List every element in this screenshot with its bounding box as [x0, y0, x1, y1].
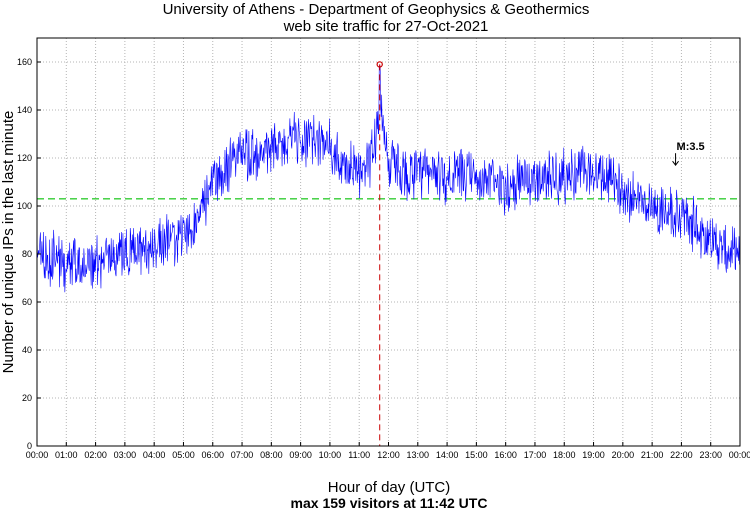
y-tick-label: 40	[22, 345, 32, 355]
y-tick-label: 140	[17, 105, 32, 115]
y-tick-label: 0	[27, 441, 32, 451]
x-tick-label: 18:00	[553, 450, 576, 460]
x-tick-label: 09:00	[289, 450, 312, 460]
x-tick-label: 06:00	[201, 450, 224, 460]
x-tick-label: 19:00	[582, 450, 605, 460]
chart-subtitle: web site traffic for 27-Oct-2021	[283, 18, 489, 35]
y-tick-label: 60	[22, 297, 32, 307]
x-tick-label: 01:00	[55, 450, 78, 460]
x-tick-label: 03:00	[114, 450, 137, 460]
y-tick-label: 120	[17, 153, 32, 163]
y-tick-label: 100	[17, 201, 32, 211]
y-tick-label: 160	[17, 57, 32, 67]
y-tick-label: 20	[22, 393, 32, 403]
x-tick-label: 04:00	[143, 450, 166, 460]
series-traffic	[36, 64, 741, 293]
grid	[37, 38, 740, 446]
x-tick-label: 00:00	[26, 450, 49, 460]
axis-ticks: 00:00 01:00 02:00 03:00 04:00 05:00 06:00 07:00…	[17, 57, 750, 460]
annotation-arrow-head	[672, 160, 679, 167]
x-tick-label: 02:00	[84, 450, 107, 460]
annotation-label: M:3.5	[677, 141, 705, 153]
x-tick-label: 07:00	[231, 450, 254, 460]
x-tick-label: 11:00	[348, 450, 370, 460]
x-tick-label: 05:00	[172, 450, 195, 460]
x-tick-label: 16:00	[494, 450, 517, 460]
annotations: M:3.5	[672, 141, 705, 167]
x-tick-label: 14:00	[436, 450, 459, 460]
x-tick-label: 15:00	[465, 450, 488, 460]
x-tick-label: 13:00	[407, 450, 430, 460]
y-tick-label: 80	[22, 249, 32, 259]
y-axis-label: Number of unique IPs in the last minute	[0, 111, 17, 374]
x-axis-label: Hour of day (UTC)	[328, 479, 451, 496]
chart-title: University of Athens - Department of Geo…	[163, 1, 590, 18]
x-tick-label: 22:00	[670, 450, 693, 460]
chart-footer: max 159 visitors at 11:42 UTC	[291, 495, 488, 511]
x-tick-label: 23:00	[699, 450, 722, 460]
x-tick-label: 12:00	[377, 450, 400, 460]
x-tick-label: 00:00	[729, 450, 750, 460]
x-tick-label: 21:00	[641, 450, 664, 460]
x-tick-label: 08:00	[260, 450, 283, 460]
x-tick-label: 17:00	[524, 450, 547, 460]
max-marker-point	[376, 61, 383, 68]
x-tick-label: 20:00	[612, 450, 635, 460]
series-traffic-line	[36, 64, 741, 293]
x-tick-label: 10:00	[319, 450, 342, 460]
max-marker	[376, 61, 383, 446]
